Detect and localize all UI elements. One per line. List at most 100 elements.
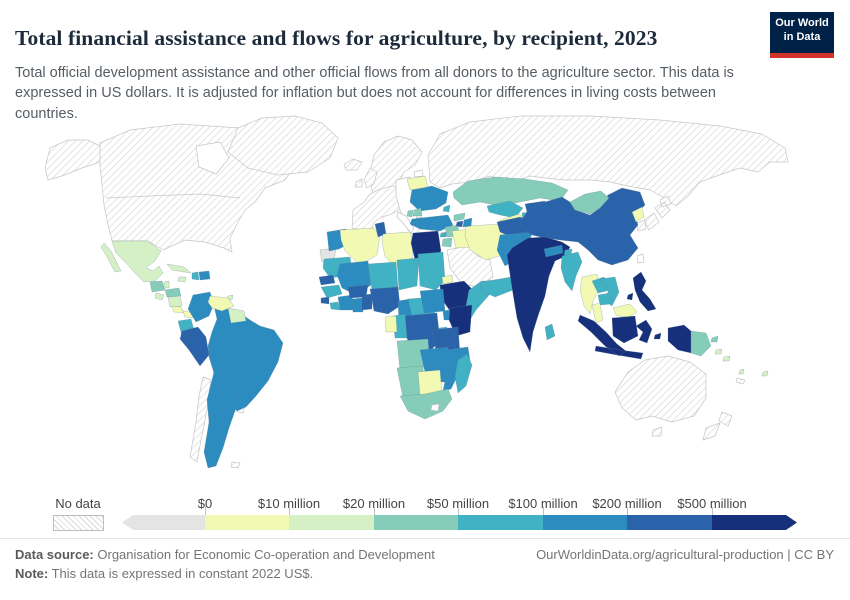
country-india[interactable] — [506, 236, 571, 353]
country-honduras[interactable] — [164, 287, 182, 298]
legend-segment-200-500m[interactable] — [627, 515, 712, 530]
legend-tick-20m: $20 million — [342, 496, 406, 511]
page-title: Total financial assistance and flows for… — [15, 26, 658, 51]
country-niger[interactable] — [367, 261, 399, 291]
country-taiwan[interactable] — [636, 253, 645, 264]
country-myanmar[interactable] — [560, 251, 583, 292]
country-new-zealand[interactable] — [702, 411, 733, 441]
world-choropleth-map[interactable] — [0, 110, 850, 500]
owid-logo-line2: in Data — [783, 30, 821, 43]
legend-tick-50m: $50 million — [426, 496, 490, 511]
country-philippines[interactable] — [626, 271, 657, 312]
country-guinea[interactable] — [320, 284, 343, 299]
country-belize[interactable] — [163, 280, 170, 289]
country-solomon-islands[interactable] — [714, 348, 731, 362]
country-sierra-leone[interactable] — [320, 296, 330, 305]
country-fiji[interactable] — [761, 370, 769, 377]
country-nigeria[interactable] — [369, 286, 401, 315]
country-algeria[interactable] — [339, 227, 381, 266]
country-new-caledonia[interactable] — [735, 377, 746, 385]
country-el-salvador[interactable] — [154, 292, 165, 301]
country-mexico[interactable] — [100, 240, 164, 283]
country-south-sudan[interactable] — [419, 288, 446, 314]
country-colombia[interactable] — [187, 291, 215, 323]
legend-tickmark — [458, 507, 459, 515]
country-haiti[interactable] — [191, 271, 200, 281]
country-north-korea[interactable] — [631, 206, 645, 223]
country-gabon[interactable] — [384, 315, 398, 333]
legend-segment-20-50m[interactable] — [374, 515, 458, 530]
country-alaska[interactable] — [44, 139, 101, 181]
legend-tick-500m: $500 million — [677, 496, 747, 511]
country-moldova[interactable] — [442, 204, 451, 213]
country-greenland[interactable] — [227, 115, 339, 176]
country-kazakhstan[interactable] — [452, 176, 569, 207]
legend-segment-50-100m[interactable] — [458, 515, 543, 530]
country-ghana[interactable] — [351, 297, 364, 313]
country-serbia[interactable] — [412, 207, 423, 217]
country-jordan[interactable] — [441, 237, 453, 248]
country-senegal[interactable] — [318, 274, 336, 286]
country-madagascar[interactable] — [454, 353, 473, 394]
legend-segment-500m-plus[interactable] — [712, 515, 797, 530]
country-eritrea[interactable] — [441, 274, 454, 285]
country-falklands[interactable] — [230, 461, 241, 469]
country-cuba[interactable] — [166, 263, 192, 274]
country-azerbaijan[interactable] — [462, 217, 473, 228]
country-japan[interactable] — [643, 195, 672, 231]
legend-segment-10-20m[interactable] — [289, 515, 374, 530]
country-ukraine[interactable] — [409, 185, 449, 212]
country-indonesia[interactable] — [577, 314, 692, 360]
legend-tickmark — [374, 507, 375, 515]
country-iceland[interactable] — [343, 158, 363, 171]
country-cambodia[interactable] — [597, 292, 612, 306]
country-united-kingdom[interactable] — [354, 167, 378, 189]
country-venezuela[interactable] — [207, 295, 235, 312]
country-guatemala[interactable] — [149, 280, 166, 293]
country-malaysia[interactable] — [591, 302, 638, 324]
country-belarus[interactable] — [406, 175, 429, 191]
country-sudan[interactable] — [417, 251, 446, 291]
country-sri-lanka[interactable] — [544, 323, 556, 341]
country-baltics[interactable] — [413, 169, 424, 178]
country-nicaragua[interactable] — [167, 295, 183, 308]
country-peru[interactable] — [179, 326, 210, 367]
country-liberia[interactable] — [329, 301, 341, 311]
country-bosnia[interactable] — [406, 209, 414, 218]
country-turkey[interactable] — [409, 214, 454, 232]
country-dominican-republic[interactable] — [198, 270, 211, 281]
country-vanuatu[interactable] — [738, 368, 745, 375]
country-jamaica[interactable] — [177, 276, 187, 283]
note-value: This data is expressed in constant 2022 … — [51, 566, 314, 581]
legend-no-data-swatch[interactable] — [53, 515, 104, 531]
legend-tick-10m: $10 million — [257, 496, 321, 511]
country-armenia[interactable] — [455, 220, 464, 228]
note-label: Note: — [15, 566, 49, 581]
data-source-line: Data source: Organisation for Economic C… — [15, 547, 575, 562]
country-burkina-faso[interactable] — [347, 284, 369, 299]
country-lesotho[interactable] — [430, 403, 440, 412]
country-nepal[interactable] — [543, 244, 564, 258]
country-south-africa[interactable] — [399, 388, 453, 420]
country-guyana-suriname[interactable] — [227, 307, 247, 324]
country-georgia[interactable] — [453, 212, 466, 222]
hudson-bay — [195, 141, 230, 175]
owid-logo[interactable]: Our World in Data — [770, 12, 834, 58]
legend-tickmark — [543, 507, 544, 515]
legend-segment-100-200m[interactable] — [543, 515, 627, 530]
country-mongolia[interactable] — [569, 190, 610, 215]
owid-link[interactable]: OurWorldinData.org/agricultural-producti… — [536, 547, 834, 562]
country-papua-new-guinea[interactable] — [690, 330, 719, 357]
country-australia[interactable] — [614, 355, 707, 437]
country-chad[interactable] — [396, 257, 420, 291]
legend-tick-200m: $200 million — [592, 496, 662, 511]
country-cyprus[interactable] — [439, 231, 448, 238]
legend-tickmark — [627, 507, 628, 515]
legend-segment-zero[interactable] — [122, 515, 205, 530]
legend-segment-0-10m[interactable] — [205, 515, 289, 530]
legend-no-data-label: No data — [55, 496, 101, 511]
country-south-korea[interactable] — [636, 219, 647, 232]
country-argentina[interactable] — [203, 371, 241, 469]
country-togo-benin[interactable] — [361, 293, 373, 311]
country-costa-rica[interactable] — [171, 305, 185, 314]
